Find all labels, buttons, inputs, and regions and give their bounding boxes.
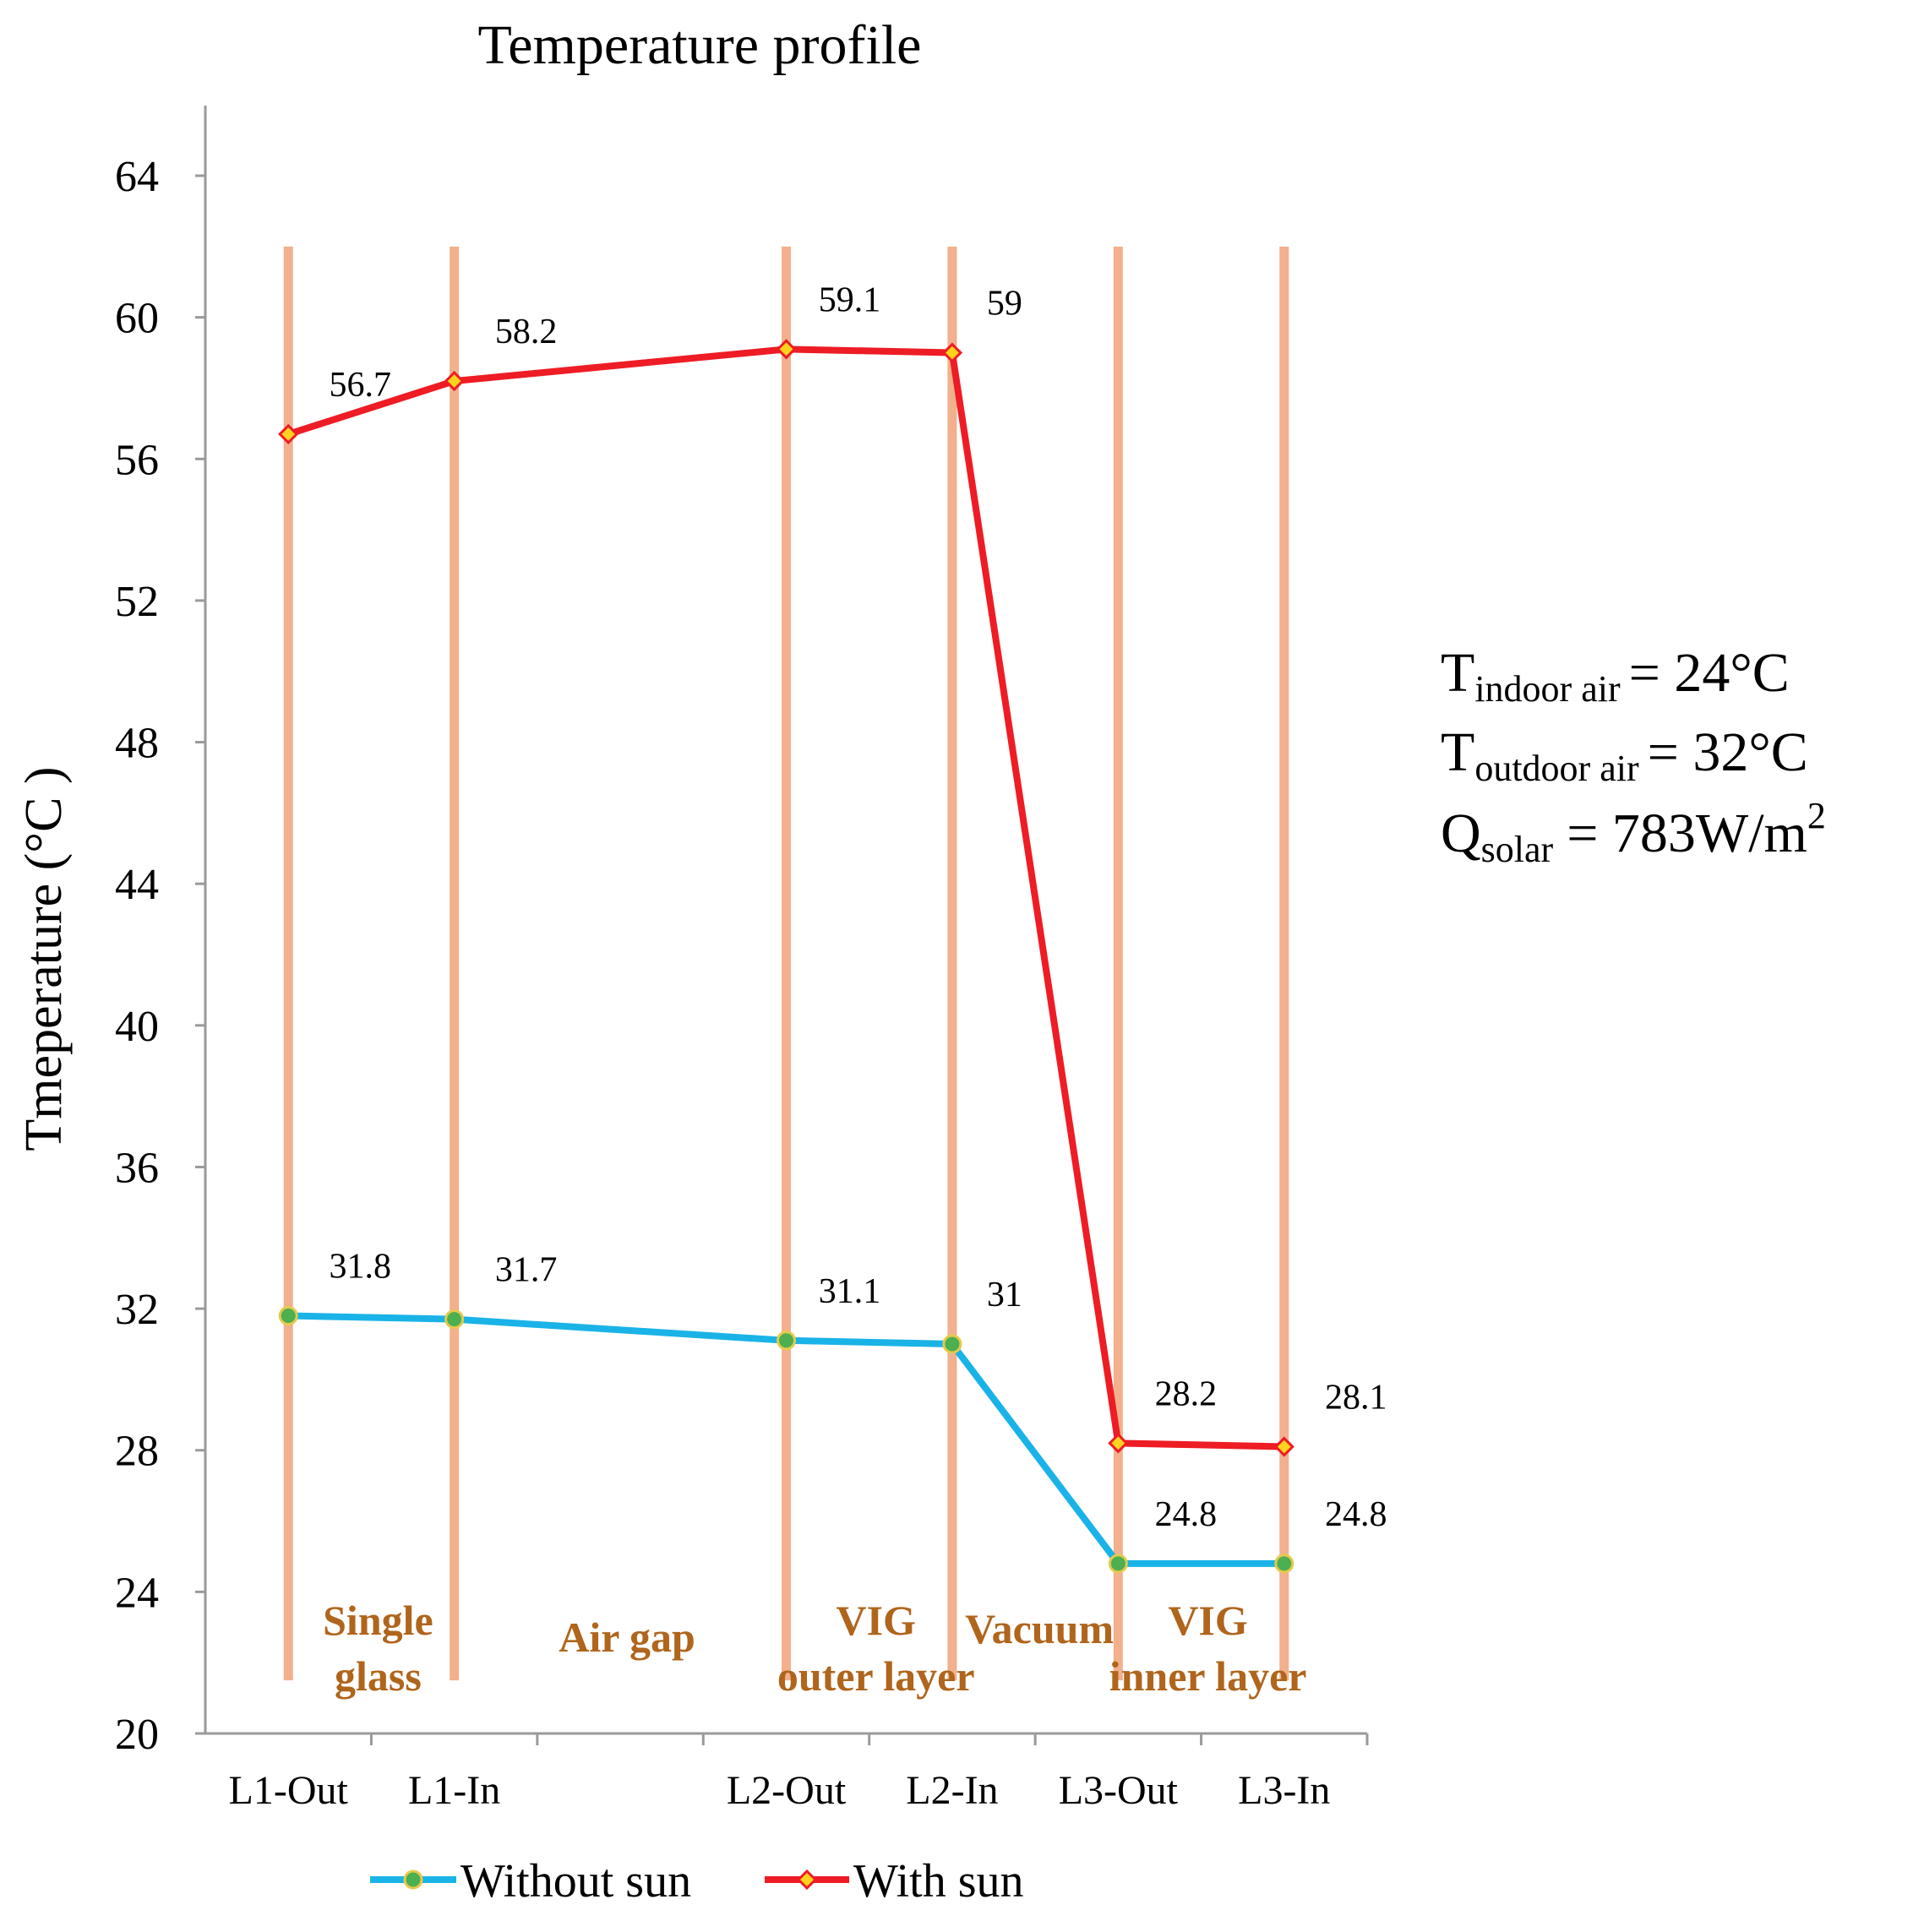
y-axis-label: Tmeperature (°C )	[15, 766, 73, 1151]
condition-solar-sub: solar	[1481, 829, 1554, 870]
data-label-with-sun: 59.1	[819, 280, 881, 319]
condition-indoor: Tindoor air = 24°C	[1441, 642, 1790, 710]
legend-label-with-sun: With sun	[853, 1855, 1024, 1908]
condition-indoor-symbol: T	[1441, 642, 1474, 704]
data-point-with-sun	[278, 423, 299, 445]
x-tick-label: L3-In	[1238, 1768, 1330, 1813]
data-label-with-sun: 56.7	[329, 366, 391, 405]
region-label: inner layer	[1109, 1652, 1307, 1700]
y-tick-label: 36	[115, 1144, 159, 1192]
region-label: glass	[335, 1652, 422, 1700]
condition-outdoor: Toutdoor air = 32°C	[1441, 721, 1808, 789]
data-label-without-sun: 31.1	[819, 1272, 881, 1311]
condition-outdoor-value: = 32°C	[1648, 721, 1808, 783]
y-tick-label: 28	[115, 1428, 159, 1476]
series-line-with-sun	[286, 346, 1284, 1450]
data-point-without-sun	[278, 1305, 298, 1325]
condition-outdoor-sub: outdoor air	[1474, 748, 1639, 789]
data-label-without-sun: 24.8	[1155, 1495, 1218, 1534]
condition-outdoor-symbol: T	[1441, 721, 1474, 783]
data-point-with-sun	[776, 339, 797, 360]
y-tick-label: 52	[115, 578, 159, 626]
condition-solar-symbol: Q	[1441, 803, 1481, 864]
data-label-without-sun: 31	[987, 1276, 1022, 1314]
y-tick-label: 56	[115, 436, 159, 484]
x-tick-label: L2-Out	[727, 1768, 847, 1813]
data-point-without-sun	[444, 1309, 465, 1330]
data-point-with-sun	[941, 342, 963, 363]
condition-solar-value: = 783W/m	[1567, 803, 1807, 864]
region-label: outer layer	[777, 1652, 975, 1700]
y-tick-label: 48	[115, 720, 159, 768]
data-label-without-sun: 31.7	[495, 1251, 558, 1290]
region-label: VIG	[836, 1597, 915, 1644]
legend-marker-with-sun	[796, 1869, 818, 1891]
conditions-box: Tindoor air = 24°C Toutdoor air = 32°C Qso…	[1441, 642, 1826, 870]
data-point-with-sun	[1273, 1436, 1294, 1457]
y-tick-label: 20	[115, 1711, 159, 1759]
data-label-without-sun: 31.8	[329, 1247, 391, 1286]
x-tick-label: L1-In	[408, 1768, 500, 1813]
condition-indoor-value: = 24°C	[1629, 642, 1790, 704]
region-label: VIG	[1168, 1597, 1247, 1644]
data-label-with-sun: 58.2	[495, 313, 558, 351]
data-point-without-sun	[1108, 1554, 1128, 1574]
data-label-with-sun: 59	[987, 285, 1022, 324]
region-label: Air gap	[559, 1614, 695, 1661]
data-label-with-sun: 28.2	[1155, 1374, 1218, 1413]
data-label-without-sun: 24.8	[1325, 1495, 1387, 1534]
y-tick-label: 64	[115, 153, 159, 201]
data-point-with-sun	[1108, 1433, 1129, 1454]
series-line-without-sun	[288, 1312, 1284, 1567]
y-tick-label: 40	[115, 1003, 159, 1051]
x-tick-label: L1-Out	[229, 1768, 349, 1813]
y-tick-label: 60	[115, 295, 159, 343]
data-point-without-sun	[777, 1331, 796, 1351]
y-tick-label: 24	[115, 1569, 159, 1617]
y-tick-label: 44	[115, 861, 159, 909]
data-point-with-sun	[444, 370, 465, 392]
data-point-without-sun	[942, 1334, 962, 1354]
x-tick-label: L3-Out	[1059, 1768, 1179, 1813]
legend-marker-without-sun	[403, 1869, 423, 1890]
chart-title: Temperature profile	[478, 14, 922, 76]
region-label: Vacuum	[965, 1605, 1114, 1652]
x-tick-label: L2-In	[906, 1768, 998, 1813]
data-point-without-sun	[1274, 1554, 1294, 1574]
condition-indoor-sub: indoor air	[1474, 668, 1621, 710]
condition-solar: Qsolar = 783W/m2	[1441, 795, 1826, 870]
region-label: Single	[323, 1597, 433, 1644]
data-label-with-sun: 28.1	[1325, 1379, 1387, 1418]
condition-solar-sup: 2	[1807, 795, 1826, 836]
y-tick-label: 32	[115, 1286, 159, 1334]
legend-label-without-sun: Without sun	[461, 1855, 691, 1908]
